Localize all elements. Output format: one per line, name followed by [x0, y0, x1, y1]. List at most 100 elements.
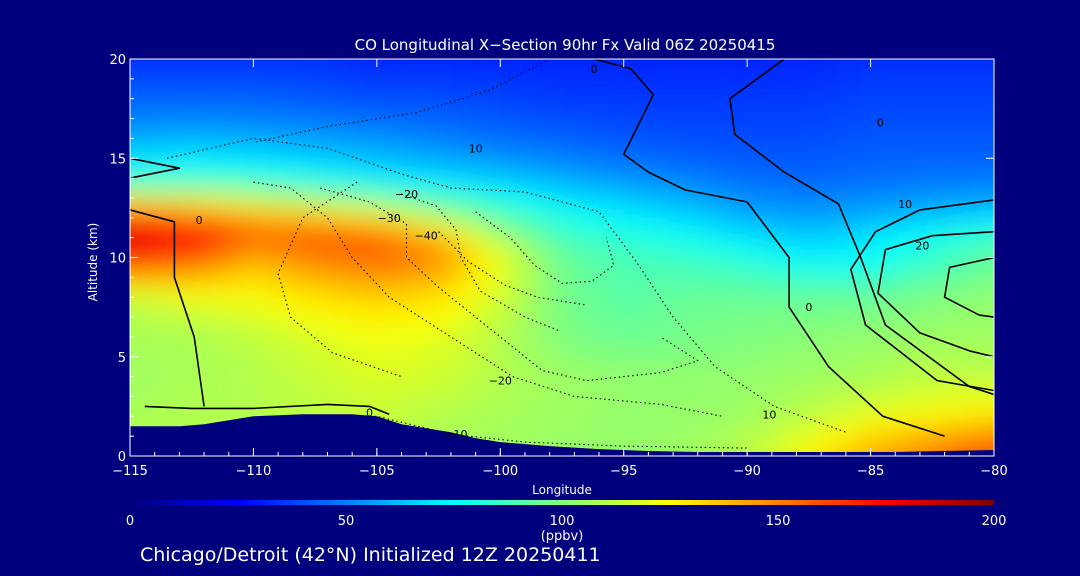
heatmap-cell [670, 108, 686, 120]
heatmap-cell [716, 98, 733, 110]
heatmap-cell [253, 327, 270, 338]
contour-line-negative [166, 137, 847, 433]
heatmap-cell [731, 59, 748, 70]
heatmap-cell [963, 436, 980, 447]
heatmap-cell [747, 297, 764, 308]
heatmap-cell [824, 138, 841, 149]
heatmap-cell [315, 138, 332, 149]
heatmap-cell [191, 59, 208, 70]
heatmap-cell [623, 98, 640, 110]
heatmap-cell [808, 277, 825, 288]
heatmap-cell [608, 98, 625, 110]
heatmap-cell [284, 59, 301, 60]
heatmap-cell [191, 327, 208, 338]
heatmap-cell [438, 396, 455, 407]
heatmap-cell [531, 466, 547, 477]
heatmap-cell [392, 336, 409, 348]
heatmap-cell [145, 188, 162, 199]
heatmap-cell [423, 287, 440, 298]
heatmap-cell [639, 138, 656, 149]
heatmap-cell [839, 446, 856, 456]
heatmap-cell [947, 217, 964, 229]
heatmap-cell [484, 237, 501, 249]
heatmap-cell [376, 197, 393, 209]
heatmap-cell [994, 258, 1010, 269]
heatmap-cell [839, 396, 856, 407]
heatmap-cell [747, 138, 764, 149]
heatmap-cell [1009, 198, 1025, 209]
heatmap-cell [454, 168, 470, 179]
heatmap-cell [423, 336, 440, 348]
heatmap-cell [793, 287, 810, 298]
heatmap-cell [284, 158, 301, 169]
heatmap-cell [855, 406, 872, 417]
heatmap-cell [191, 336, 208, 348]
heatmap-cell [361, 267, 378, 278]
heatmap-cell [346, 356, 362, 368]
heatmap-cell [639, 426, 656, 437]
heatmap-cell [315, 188, 332, 199]
heatmap-cell [361, 59, 378, 70]
heatmap-cell [515, 386, 532, 397]
heatmap-cell [562, 406, 578, 417]
heatmap-cell [115, 39, 131, 50]
heatmap-cell [238, 39, 254, 50]
heatmap-cell [191, 406, 208, 417]
heatmap-cell [623, 386, 640, 397]
heatmap-cell [685, 386, 702, 397]
heatmap-cell [454, 376, 470, 388]
heatmap-cell [623, 217, 640, 229]
heatmap-cell [762, 158, 779, 169]
heatmap-cell [299, 188, 316, 199]
heatmap-cell [901, 188, 918, 199]
x-tick-label: −105 [359, 464, 395, 479]
heatmap-cell [253, 138, 270, 149]
heatmap-cell [623, 188, 640, 199]
heatmap-cell [454, 366, 470, 378]
heatmap-cell [392, 78, 409, 90]
heatmap-cell [670, 118, 686, 130]
heatmap-cell [700, 406, 717, 417]
heatmap-cell [577, 188, 594, 199]
heatmap-cell [407, 207, 424, 219]
heatmap-cell [439, 466, 455, 477]
heatmap-cell [546, 158, 563, 169]
heatmap-cell [916, 297, 933, 308]
heatmap-cell [639, 68, 656, 80]
contour-line-negative [253, 59, 550, 143]
heatmap-cell [176, 396, 193, 407]
heatmap-cell [808, 327, 825, 338]
heatmap-cell [546, 346, 563, 358]
heatmap-cell [546, 376, 563, 388]
heatmap-cell [130, 237, 131, 249]
heatmap-cell [824, 197, 841, 209]
heatmap-cell [207, 128, 224, 139]
heatmap-cell [407, 88, 424, 100]
x-tick-label: −100 [482, 464, 518, 479]
heatmap-cell [639, 396, 656, 407]
heatmap-cell [176, 336, 193, 348]
heatmap-cell [731, 118, 748, 130]
heatmap-cell [99, 138, 115, 149]
heatmap-cell [438, 59, 455, 70]
heatmap-cell [870, 207, 887, 219]
heatmap-cell [947, 128, 964, 139]
heatmap-cell [917, 39, 933, 50]
heatmap-cell [238, 376, 254, 388]
heatmap-cell [284, 307, 301, 318]
heatmap-cell [747, 267, 764, 278]
heatmap-cell [716, 287, 733, 298]
heatmap-cell [639, 237, 656, 249]
heatmap-cell [346, 148, 362, 159]
heatmap-cell [99, 109, 115, 120]
heatmap-cell [793, 416, 810, 427]
heatmap-cell [994, 59, 1010, 70]
heatmap-cell [731, 108, 748, 120]
heatmap-cell [160, 406, 177, 417]
heatmap-cell [515, 277, 532, 288]
heatmap-cell [361, 128, 378, 139]
heatmap-cell [346, 287, 362, 298]
heatmap-cell [469, 68, 486, 80]
heatmap-cell [700, 327, 717, 338]
heatmap-cell [392, 217, 409, 229]
